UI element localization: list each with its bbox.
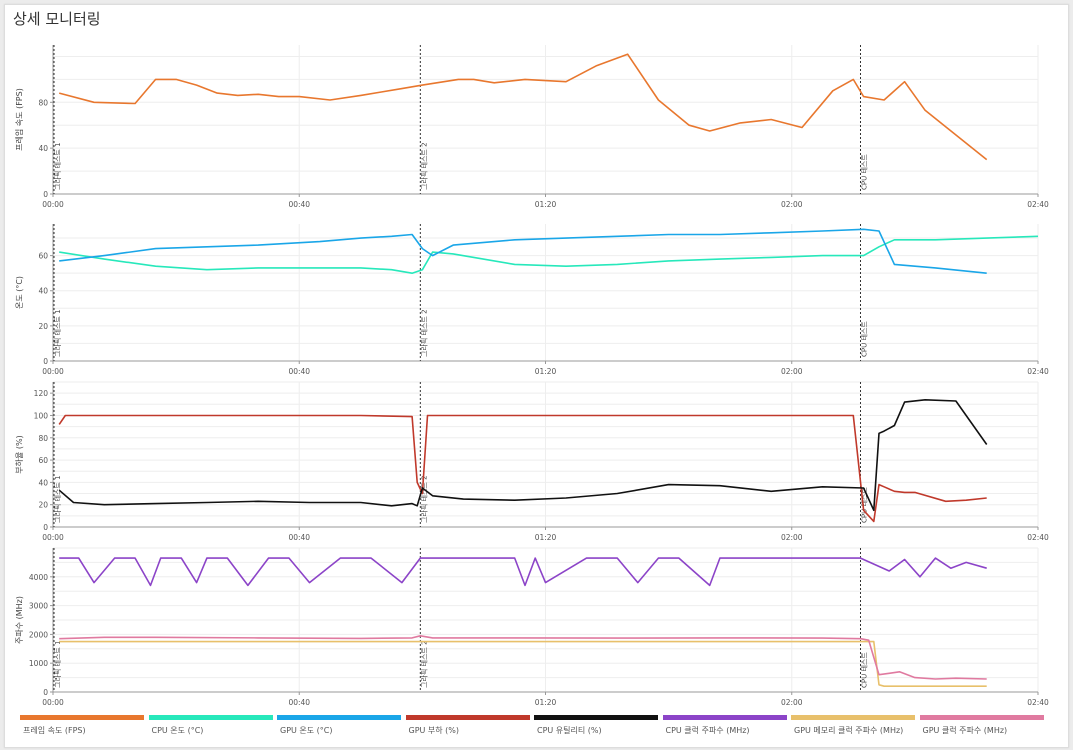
test-marker-label: 그라픽 테스트 2	[419, 475, 428, 523]
series-line-4-3	[59, 634, 987, 680]
monitoring-panel	[4, 4, 1069, 748]
legend-swatch	[20, 715, 144, 720]
legend-label: GPU 메모리 클럭 주파수 (MHz)	[794, 726, 904, 735]
legend-item[interactable]: GPU 온도 (°C)	[277, 715, 401, 741]
test-marker-label: 그라픽 테스트 2	[419, 640, 428, 688]
x-tick-label: 00:00	[42, 533, 64, 542]
series-line-1-1	[58, 53, 988, 161]
legend-label: GPU 부하 (%)	[408, 726, 460, 735]
y-tick-label: 20	[38, 322, 48, 331]
y-tick-label: 60	[38, 252, 48, 261]
y-axis-label: 부하율 (%)	[14, 435, 24, 473]
legend-item[interactable]: CPU 유틸리티 (%)	[534, 715, 658, 741]
y-tick-label: 0	[43, 357, 48, 366]
test-marker-label: CPU 테스트	[860, 487, 868, 523]
x-tick-label: 00:40	[288, 367, 310, 376]
x-tick-label: 00:00	[42, 200, 64, 209]
x-tick-label: 02:40	[1027, 367, 1049, 376]
x-tick-label: 01:20	[535, 200, 557, 209]
chart-panel-1: 0 40 80 00:00 00:40 01:20 02:00 02:40 프레임 속도 (FP…	[15, 45, 1049, 209]
y-tick-label: 0	[43, 688, 48, 697]
test-marker-label: 그라픽 테스트 1	[53, 142, 62, 190]
series-line-3-2	[58, 398, 988, 512]
y-tick-label: 2000	[29, 630, 48, 639]
x-tick-label: 02:00	[781, 533, 803, 542]
x-tick-label: 02:40	[1027, 533, 1049, 542]
chart-panel-4: 0 1000 2000 3000 4000 00:00 00:40 01:20 02:00 02:…	[15, 547, 1049, 707]
legend-swatch	[148, 715, 273, 720]
legend-swatch	[534, 715, 658, 720]
x-tick-label: 00:40	[288, 698, 310, 707]
test-marker-label: 그라픽 테스트 2	[419, 142, 428, 190]
y-tick-label: 100	[34, 411, 49, 420]
y-tick-label: 0	[43, 523, 48, 532]
legend-item[interactable]: GPU 메모리 클럭 주파수 (MHz)	[791, 715, 915, 741]
test-marker-label: CPU 테스트	[860, 321, 868, 357]
series-line-3-1	[58, 414, 987, 523]
chart-legend: 프레임 속도 (FPS) CPU 온도 (°C) GPU 온도 (°C) GPU 부하…	[20, 715, 1050, 745]
test-marker-label: 그라픽 테스트 1	[53, 475, 62, 523]
x-tick-label: 01:20	[535, 367, 557, 376]
y-axis-label: 온도 (°C)	[15, 276, 24, 309]
x-tick-label: 00:00	[42, 698, 64, 707]
x-tick-label: 00:40	[288, 533, 310, 542]
x-tick-label: 01:20	[535, 698, 557, 707]
legend-swatch	[791, 715, 915, 720]
x-tick-label: 02:40	[1027, 200, 1049, 209]
legend-label: CPU 온도 (°C)	[151, 726, 204, 735]
y-tick-label: 80	[38, 98, 48, 107]
legend-swatch	[662, 715, 787, 720]
legend-item[interactable]: 프레임 속도 (FPS)	[20, 715, 144, 741]
y-axis-label: 프레임 속도 (FPS)	[15, 88, 24, 151]
test-marker-label: CPU 테스트	[860, 154, 868, 190]
y-tick-label: 40	[38, 144, 48, 153]
y-tick-label: 40	[38, 478, 48, 487]
legend-item[interactable]: CPU 클럭 주파수 (MHz)	[662, 715, 787, 741]
legend-item[interactable]: GPU 부하 (%)	[405, 715, 530, 741]
test-marker-label: 그라픽 테스트 1	[53, 309, 62, 357]
series-line-2-1	[59, 235, 1039, 275]
x-tick-label: 02:00	[781, 367, 803, 376]
legend-swatch	[277, 715, 401, 720]
test-marker-label: 그라픽 테스트 1	[53, 640, 62, 688]
chart-panel-2: 0 20 40 60 00:00 00:40 01:20 02:00 02:40 온도 (°C) 그…	[15, 224, 1049, 376]
x-tick-label: 00:40	[288, 200, 310, 209]
legend-label: GPU 클럭 주파수 (MHz)	[922, 726, 1008, 735]
page-title: 상세 모니터링	[13, 10, 101, 28]
y-tick-label: 3000	[29, 602, 48, 611]
y-tick-label: 0	[43, 190, 48, 199]
y-tick-label: 120	[34, 389, 49, 398]
legend-label: 프레임 속도 (FPS)	[23, 726, 86, 735]
series-line-4-1	[59, 557, 987, 587]
series-line-4-2	[59, 640, 987, 688]
y-tick-label: 60	[38, 456, 48, 465]
y-tick-label: 20	[38, 501, 48, 510]
series-line-2-2	[59, 228, 987, 274]
legend-label: CPU 클럭 주파수 (MHz)	[665, 726, 750, 735]
chart-panel-3: 0 20 40 60 80 100 120 00:00 00:40 01:20 02:00 02:40…	[14, 381, 1049, 542]
legend-item[interactable]: GPU 클럭 주파수 (MHz)	[919, 715, 1044, 741]
legend-swatch	[919, 715, 1044, 720]
legend-swatch	[405, 715, 530, 720]
legend-item[interactable]: CPU 온도 (°C)	[148, 715, 273, 741]
legend-label: GPU 온도 (°C)	[280, 726, 333, 735]
y-tick-label: 40	[38, 287, 48, 296]
x-tick-label: 02:00	[781, 698, 803, 707]
y-tick-label: 80	[38, 434, 48, 443]
y-tick-label: 1000	[29, 659, 48, 668]
monitoring-charts: 0 40 80 00:00 00:40 01:20 02:00 02:40 프레임 속도 (FP…	[14, 45, 1049, 707]
y-axis-label: 주파수 (MHz)	[15, 596, 24, 644]
x-tick-label: 00:00	[42, 367, 64, 376]
test-marker-label: 그라픽 테스트 2	[419, 309, 428, 357]
y-tick-label: 4000	[29, 573, 48, 582]
test-marker-label: CPU 테스트	[860, 652, 868, 688]
x-tick-label: 02:00	[781, 200, 803, 209]
x-tick-label: 02:40	[1027, 698, 1049, 707]
x-tick-label: 01:20	[535, 533, 557, 542]
legend-label: CPU 유틸리티 (%)	[537, 726, 602, 735]
